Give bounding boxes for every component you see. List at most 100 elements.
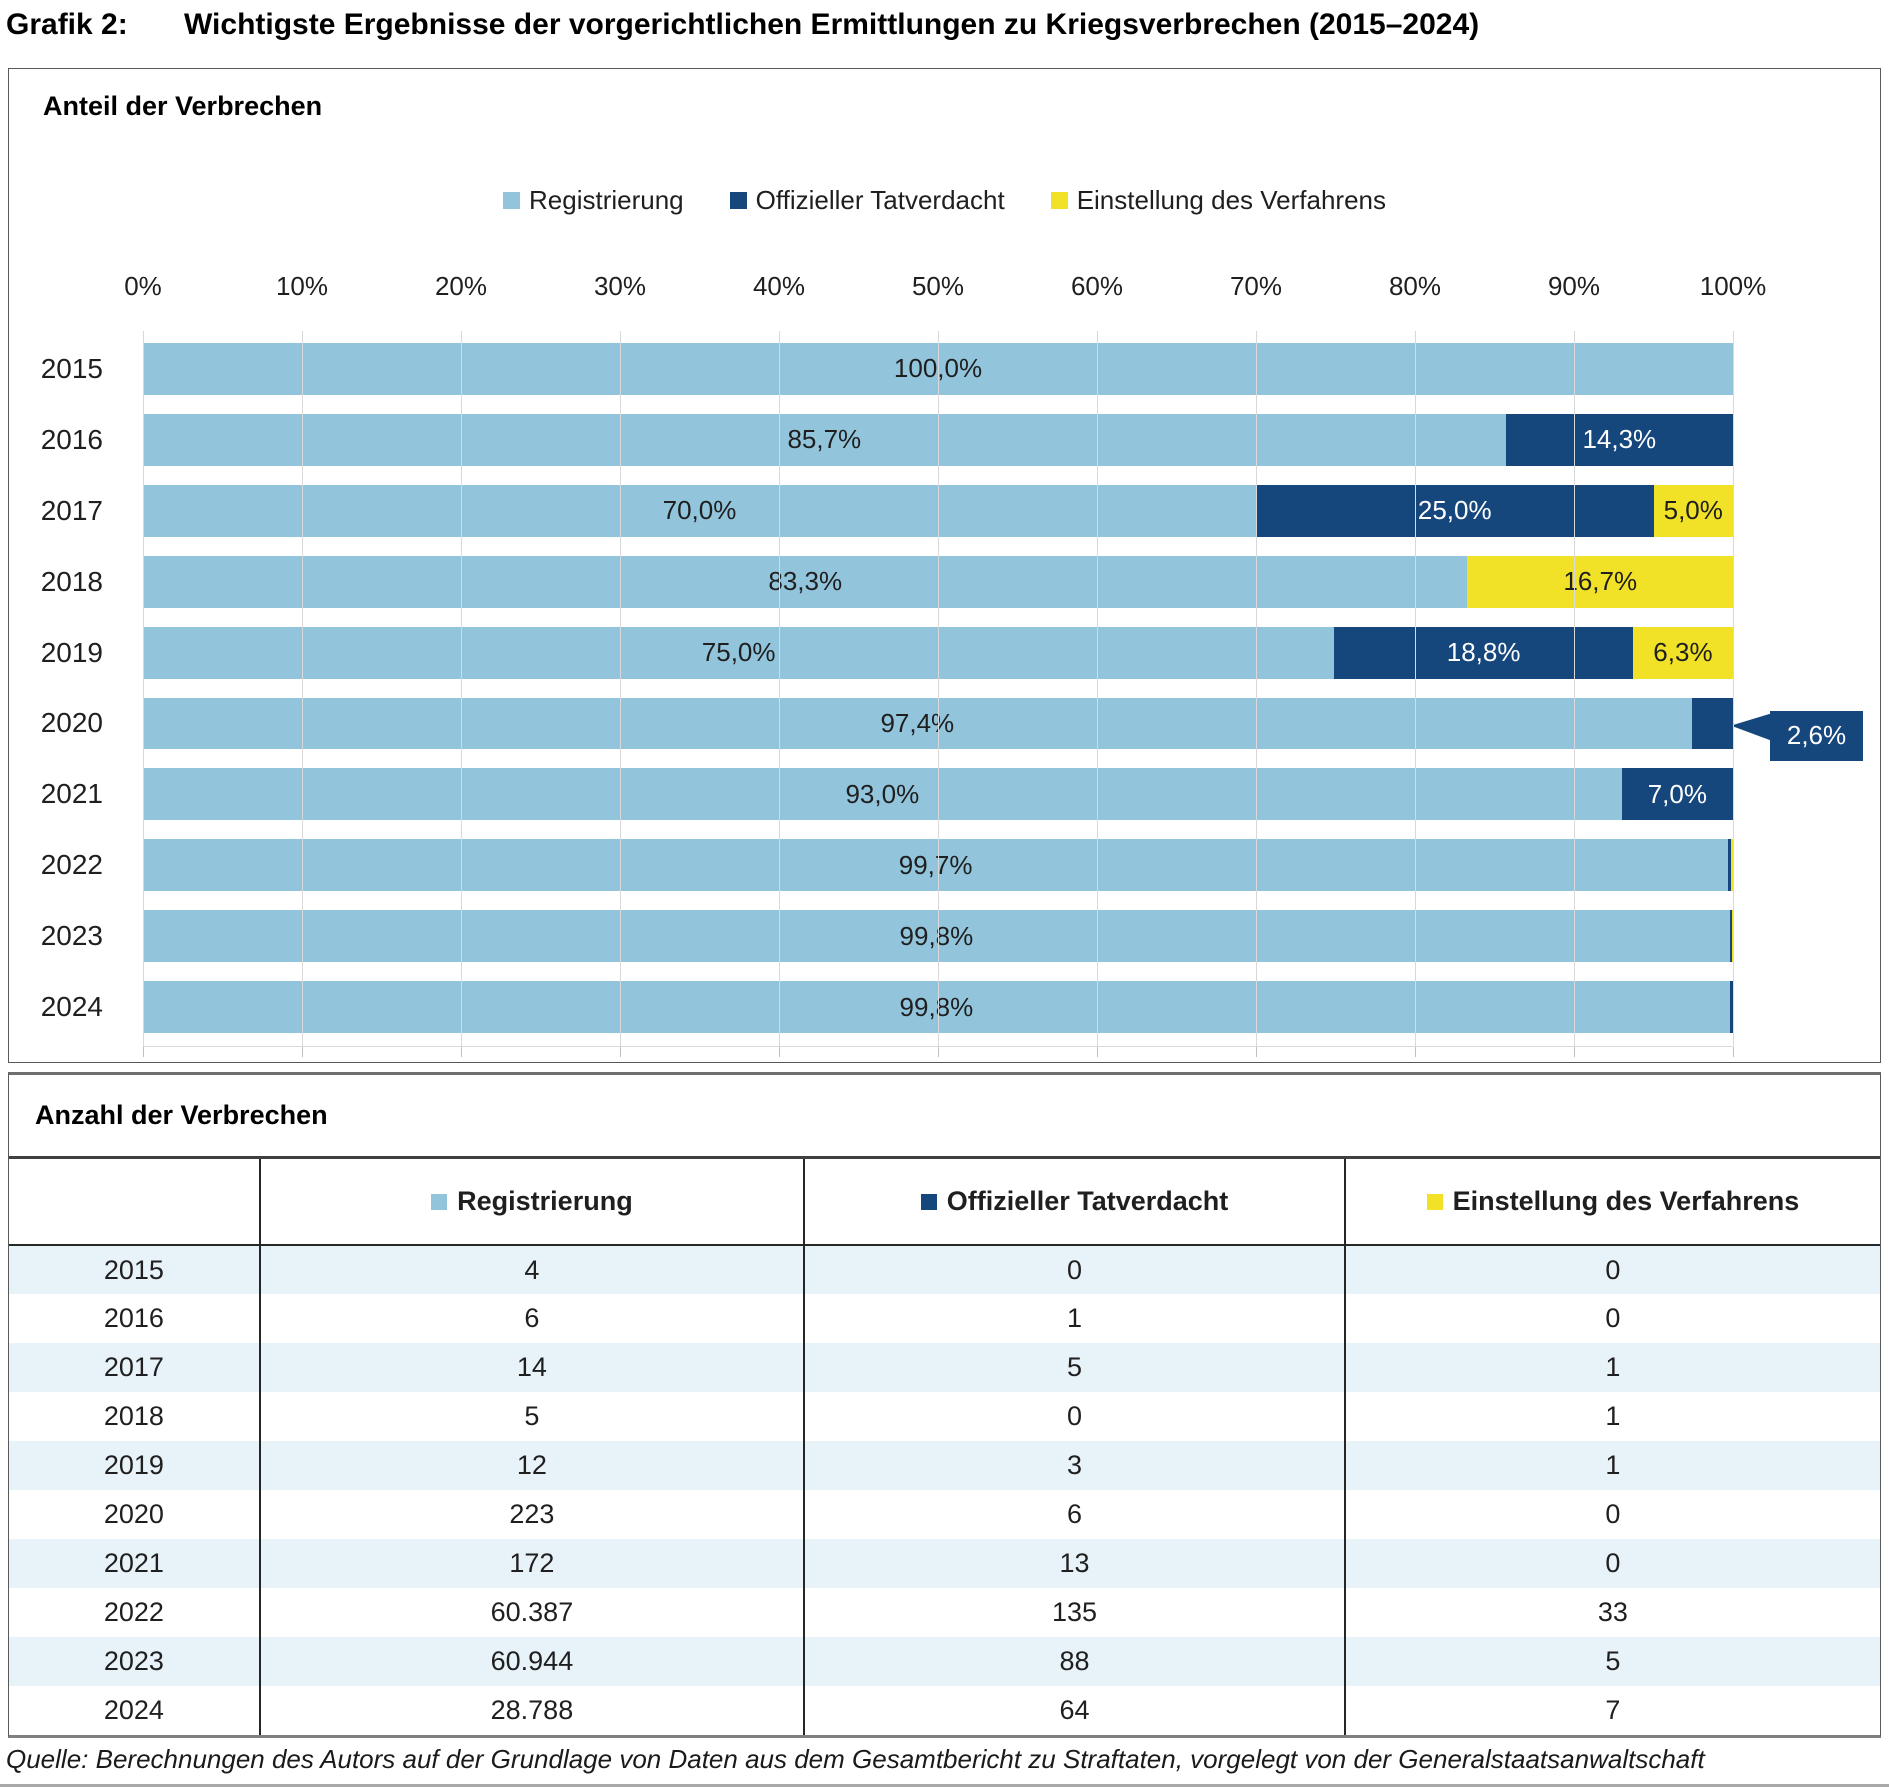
axis-tick-label: 40% [752,271,806,301]
share-chart-panel: Anteil der Verbrechen Registrierung Offiz… [8,68,1881,1063]
tick-mark [1256,1047,1257,1057]
bar-segment-closure [1731,839,1733,892]
column-header-registration: Registrierung [258,1159,805,1246]
year-label: 2024 [40,991,103,1023]
gridline [779,331,780,1046]
bar-value-label: 97,4% [880,707,955,738]
table-row-2017: 2017 14 5 1 [9,1343,1880,1392]
counts-table-header: Registrierung Offizieller Tatverdacht Eins… [9,1159,1880,1246]
cell-closure: 0 [1343,1539,1880,1588]
callout-text: 2,6% [1786,720,1847,751]
bar-segment-closure: 6,3% [1632,626,1733,679]
table-row-2021: 2021 172 13 0 [9,1539,1880,1588]
tick-mark [143,1047,144,1057]
column-header-closure: Einstellung des Verfahrens [1343,1159,1880,1246]
bar-segment-registration: 93,0% [143,768,1622,821]
table-row-2022: 2022 60.387 135 33 [9,1588,1880,1637]
bar-value-label: 85,7% [787,424,862,455]
cell-year: 2023 [103,1646,164,1676]
axis-labels: 0% 10% 20% 30% 40% 50% 60% 70% 80% 90% 100% [124,271,1766,303]
bar-row-2019: 2019 75,0% 18,8% 6,3% [41,626,1733,679]
column-header-label: Offizieller Tatverdacht [946,1186,1229,1216]
counts-table-body: 2015 4 0 0 2016 6 1 0 2017 14 5 1 2018 5 0 1 2019 12 3 1 202… [9,1245,1880,1735]
cell-year: 2019 [103,1450,164,1480]
cell-registration: 5 [258,1392,805,1441]
bar-value-label: 99,8% [899,920,974,951]
axis-tick-label: 20% [434,271,488,301]
figure-number: Grafik 2: [6,8,128,41]
cell-suspicion: 3 [803,1441,1345,1490]
gridline [302,331,303,1046]
bar-segment-closure: 5,0% [1653,484,1733,537]
chart-legend: Registrierung Offizieller Tatverdacht Eins… [9,185,1880,216]
bar-segment-suspicion: 25,0% [1256,484,1654,537]
bar-value-label: 5,0% [1663,495,1723,526]
cell-suspicion: 13 [803,1539,1345,1588]
bar-value-label: 16,7% [1563,566,1638,597]
gridline [620,331,621,1046]
gridline [1097,331,1098,1046]
cell-suspicion: 64 [803,1686,1345,1735]
callout-tail [1730,713,1771,741]
cell-registration: 172 [258,1539,805,1588]
cell-closure: 0 [1343,1245,1880,1294]
cell-closure: 1 [1343,1441,1880,1490]
cell-suspicion: 0 [803,1245,1345,1294]
axis-ticks [143,1047,1734,1057]
cell-closure: 0 [1343,1490,1880,1539]
cell-closure: 1 [1343,1343,1880,1392]
cell-registration: 12 [258,1441,805,1490]
bar-segment-closure [1732,910,1733,963]
bar-segment-registration: 99,8% [143,910,1730,963]
plot-area: 2015 100,0% 2016 85,7% 14,3% 2017 70,0% 25,0% 5,… [41,331,1863,1047]
table-row-2020: 2020 223 6 0 [9,1490,1880,1539]
bar-value-label: 14,3% [1582,424,1657,455]
cell-closure: 1 [1343,1392,1880,1441]
cell-year: 2015 [103,1254,164,1285]
gridline [1733,331,1734,1046]
closure-swatch-icon [1426,1193,1443,1210]
cell-registration: 4 [258,1245,805,1294]
cell-registration: 60.944 [258,1637,805,1686]
bar-segment-suspicion: 7,0% [1621,768,1733,821]
table-row-2016: 2016 6 1 0 [9,1294,1880,1343]
cell-year: 2024 [103,1695,164,1725]
table-row-2019: 2019 12 3 1 [9,1441,1880,1490]
table-row-2018: 2018 5 0 1 [9,1392,1880,1441]
table-row-2023: 2023 60.944 88 5 [9,1637,1880,1686]
cell-suspicion: 135 [803,1588,1345,1637]
gridline [938,331,939,1046]
cell-year: 2021 [103,1548,164,1578]
counts-table-section: Anzahl der Verbrechen Registrierung Offiz… [8,1072,1881,1738]
bar-value-label: 99,8% [899,991,974,1022]
figure-title-text: Wichtigste Ergebnisse der vorgerichtlich… [184,8,1480,41]
cell-registration: 14 [258,1343,805,1392]
cell-closure: 7 [1343,1686,1880,1735]
tick-mark [1415,1047,1416,1057]
bottom-divider [0,1784,1889,1787]
cell-suspicion: 5 [803,1343,1345,1392]
bar-segment-suspicion: 14,3% [1505,413,1733,466]
cell-year: 2022 [103,1597,164,1627]
legend-item-closure: Einstellung des Verfahrens [1050,185,1386,216]
tick-mark [938,1047,939,1057]
bar-value-label: 6,3% [1653,637,1713,668]
suspicion-swatch-icon [920,1193,937,1210]
source-note: Quelle: Berechnungen des Autors auf der … [6,1744,1705,1774]
tick-mark [1733,1047,1734,1057]
bar-segment-registration: 99,8% [143,981,1730,1034]
gridline [1256,331,1257,1046]
cell-closure: 0 [1343,1294,1880,1343]
header-row: Registrierung Offizieller Tatverdacht Eins… [9,1159,1880,1246]
bar-segment-registration: 85,7% [143,413,1506,466]
axis-tick-label: 10% [275,271,329,301]
legend-item-suspicion: Offizieller Tatverdacht [729,185,1005,216]
cell-suspicion: 0 [803,1392,1345,1441]
axis-tick-label: 0% [124,271,162,301]
bar-segment-registration: 83,3% [143,555,1468,608]
bar-value-label: 83,3% [768,566,843,597]
legend-label: Offizieller Tatverdacht [755,185,1005,215]
year-label: 2018 [40,565,103,597]
bar-row-2024: 2024 99,8% [41,981,1733,1034]
